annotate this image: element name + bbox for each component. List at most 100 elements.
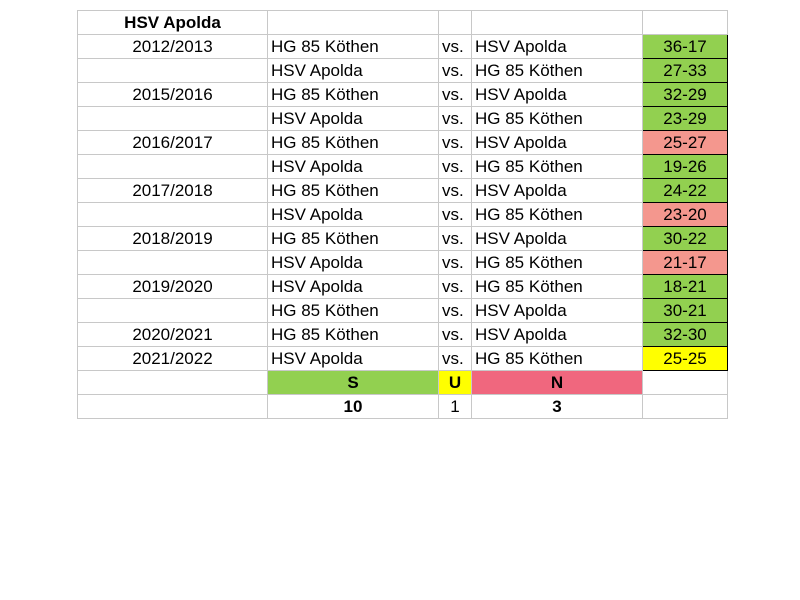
- title-row: HSV Apolda: [77, 10, 728, 35]
- away-team-cell[interactable]: HSV Apolda: [471, 322, 643, 347]
- match-row: 2018/2019 HG 85 Köthen vs. HSV Apolda 30-22: [77, 226, 728, 251]
- away-team-cell[interactable]: HSV Apolda: [471, 178, 643, 203]
- match-row: 2017/2018 HG 85 Köthen vs. HSV Apolda 24-22: [77, 178, 728, 203]
- versus-cell[interactable]: vs.: [438, 226, 472, 251]
- season-cell[interactable]: 2020/2021: [77, 322, 268, 347]
- score-cell[interactable]: 32-30: [642, 322, 728, 347]
- home-team-cell[interactable]: HSV Apolda: [267, 274, 439, 299]
- summary-label-row: S U N: [77, 370, 728, 395]
- away-team-cell[interactable]: HG 85 Köthen: [471, 154, 643, 179]
- home-team-cell[interactable]: HSV Apolda: [267, 58, 439, 83]
- versus-cell[interactable]: vs.: [438, 58, 472, 83]
- match-row: HSV Apolda vs. HG 85 Köthen 27-33: [77, 58, 728, 83]
- away-team-cell[interactable]: HSV Apolda: [471, 226, 643, 251]
- versus-cell[interactable]: vs.: [438, 154, 472, 179]
- season-cell[interactable]: 2016/2017: [77, 130, 268, 155]
- match-row: 2015/2016 HG 85 Köthen vs. HSV Apolda 32-29: [77, 82, 728, 107]
- score-cell[interactable]: 25-27: [642, 130, 728, 155]
- away-team-cell[interactable]: HG 85 Köthen: [471, 250, 643, 275]
- away-team-cell[interactable]: HSV Apolda: [471, 82, 643, 107]
- home-team-cell[interactable]: HSV Apolda: [267, 346, 439, 371]
- season-cell[interactable]: [77, 298, 268, 323]
- season-cell[interactable]: 2021/2022: [77, 346, 268, 371]
- season-cell[interactable]: [77, 58, 268, 83]
- away-team-cell[interactable]: HSV Apolda: [471, 34, 643, 59]
- home-team-cell[interactable]: HSV Apolda: [267, 202, 439, 227]
- home-team-cell[interactable]: HSV Apolda: [267, 106, 439, 131]
- score-cell[interactable]: 24-22: [642, 178, 728, 203]
- empty-cell[interactable]: [642, 394, 728, 419]
- results-table: HSV Apolda 2012/2013 HG 85 Köthen vs. HSV A…: [77, 10, 728, 419]
- season-cell[interactable]: 2015/2016: [77, 82, 268, 107]
- home-team-cell[interactable]: HG 85 Köthen: [267, 298, 439, 323]
- empty-cell[interactable]: [77, 394, 268, 419]
- season-cell[interactable]: [77, 106, 268, 131]
- home-team-cell[interactable]: HSV Apolda: [267, 154, 439, 179]
- match-row: 2019/2020 HSV Apolda vs. HG 85 Köthen 18-21: [77, 274, 728, 299]
- versus-cell[interactable]: vs.: [438, 346, 472, 371]
- season-cell[interactable]: [77, 250, 268, 275]
- draws-count[interactable]: 1: [438, 394, 472, 419]
- draws-header[interactable]: U: [438, 370, 472, 395]
- score-cell[interactable]: 23-20: [642, 202, 728, 227]
- score-cell[interactable]: 25-25: [642, 346, 728, 371]
- home-team-cell[interactable]: HG 85 Köthen: [267, 226, 439, 251]
- versus-cell[interactable]: vs.: [438, 34, 472, 59]
- season-cell[interactable]: 2018/2019: [77, 226, 268, 251]
- away-team-cell[interactable]: HG 85 Köthen: [471, 58, 643, 83]
- losses-count[interactable]: 3: [471, 394, 643, 419]
- versus-cell[interactable]: vs.: [438, 130, 472, 155]
- summary-count-row: 10 1 3: [77, 394, 728, 419]
- empty-cell[interactable]: [471, 10, 643, 35]
- versus-cell[interactable]: vs.: [438, 250, 472, 275]
- versus-cell[interactable]: vs.: [438, 178, 472, 203]
- match-row: 2021/2022 HSV Apolda vs. HG 85 Köthen 25-25: [77, 346, 728, 371]
- score-cell[interactable]: 30-21: [642, 298, 728, 323]
- empty-cell[interactable]: [642, 10, 728, 35]
- season-cell[interactable]: 2019/2020: [77, 274, 268, 299]
- match-row: HG 85 Köthen vs. HSV Apolda 30-21: [77, 298, 728, 323]
- home-team-cell[interactable]: HG 85 Köthen: [267, 322, 439, 347]
- home-team-cell[interactable]: HG 85 Köthen: [267, 82, 439, 107]
- match-row: HSV Apolda vs. HG 85 Köthen 23-20: [77, 202, 728, 227]
- versus-cell[interactable]: vs.: [438, 106, 472, 131]
- match-row: 2016/2017 HG 85 Köthen vs. HSV Apolda 25-27: [77, 130, 728, 155]
- wins-header[interactable]: S: [267, 370, 439, 395]
- season-cell[interactable]: [77, 202, 268, 227]
- score-cell[interactable]: 21-17: [642, 250, 728, 275]
- away-team-cell[interactable]: HSV Apolda: [471, 298, 643, 323]
- away-team-cell[interactable]: HSV Apolda: [471, 130, 643, 155]
- versus-cell[interactable]: vs.: [438, 82, 472, 107]
- score-cell[interactable]: 18-21: [642, 274, 728, 299]
- home-team-cell[interactable]: HG 85 Köthen: [267, 34, 439, 59]
- empty-cell[interactable]: [438, 10, 472, 35]
- empty-cell[interactable]: [267, 10, 439, 35]
- match-row: 2012/2013 HG 85 Köthen vs. HSV Apolda 36-17: [77, 34, 728, 59]
- empty-cell[interactable]: [77, 370, 268, 395]
- season-cell[interactable]: 2017/2018: [77, 178, 268, 203]
- versus-cell[interactable]: vs.: [438, 322, 472, 347]
- match-row: HSV Apolda vs. HG 85 Köthen 19-26: [77, 154, 728, 179]
- season-cell[interactable]: 2012/2013: [77, 34, 268, 59]
- away-team-cell[interactable]: HG 85 Köthen: [471, 346, 643, 371]
- score-cell[interactable]: 32-29: [642, 82, 728, 107]
- score-cell[interactable]: 23-29: [642, 106, 728, 131]
- team-title[interactable]: HSV Apolda: [77, 10, 268, 35]
- empty-cell[interactable]: [642, 370, 728, 395]
- season-cell[interactable]: [77, 154, 268, 179]
- score-cell[interactable]: 36-17: [642, 34, 728, 59]
- score-cell[interactable]: 27-33: [642, 58, 728, 83]
- home-team-cell[interactable]: HG 85 Köthen: [267, 178, 439, 203]
- wins-count[interactable]: 10: [267, 394, 439, 419]
- versus-cell[interactable]: vs.: [438, 202, 472, 227]
- versus-cell[interactable]: vs.: [438, 298, 472, 323]
- score-cell[interactable]: 19-26: [642, 154, 728, 179]
- losses-header[interactable]: N: [471, 370, 643, 395]
- away-team-cell[interactable]: HG 85 Köthen: [471, 106, 643, 131]
- score-cell[interactable]: 30-22: [642, 226, 728, 251]
- home-team-cell[interactable]: HSV Apolda: [267, 250, 439, 275]
- away-team-cell[interactable]: HG 85 Köthen: [471, 274, 643, 299]
- versus-cell[interactable]: vs.: [438, 274, 472, 299]
- home-team-cell[interactable]: HG 85 Köthen: [267, 130, 439, 155]
- away-team-cell[interactable]: HG 85 Köthen: [471, 202, 643, 227]
